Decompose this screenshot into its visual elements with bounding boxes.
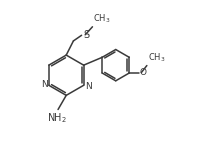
Text: O: O (139, 68, 146, 77)
Text: S: S (83, 30, 89, 40)
Text: CH$_3$: CH$_3$ (147, 51, 164, 64)
Text: CH$_3$: CH$_3$ (93, 13, 110, 25)
Text: N: N (84, 82, 91, 91)
Text: N: N (41, 80, 47, 89)
Text: NH$_2$: NH$_2$ (47, 111, 67, 125)
